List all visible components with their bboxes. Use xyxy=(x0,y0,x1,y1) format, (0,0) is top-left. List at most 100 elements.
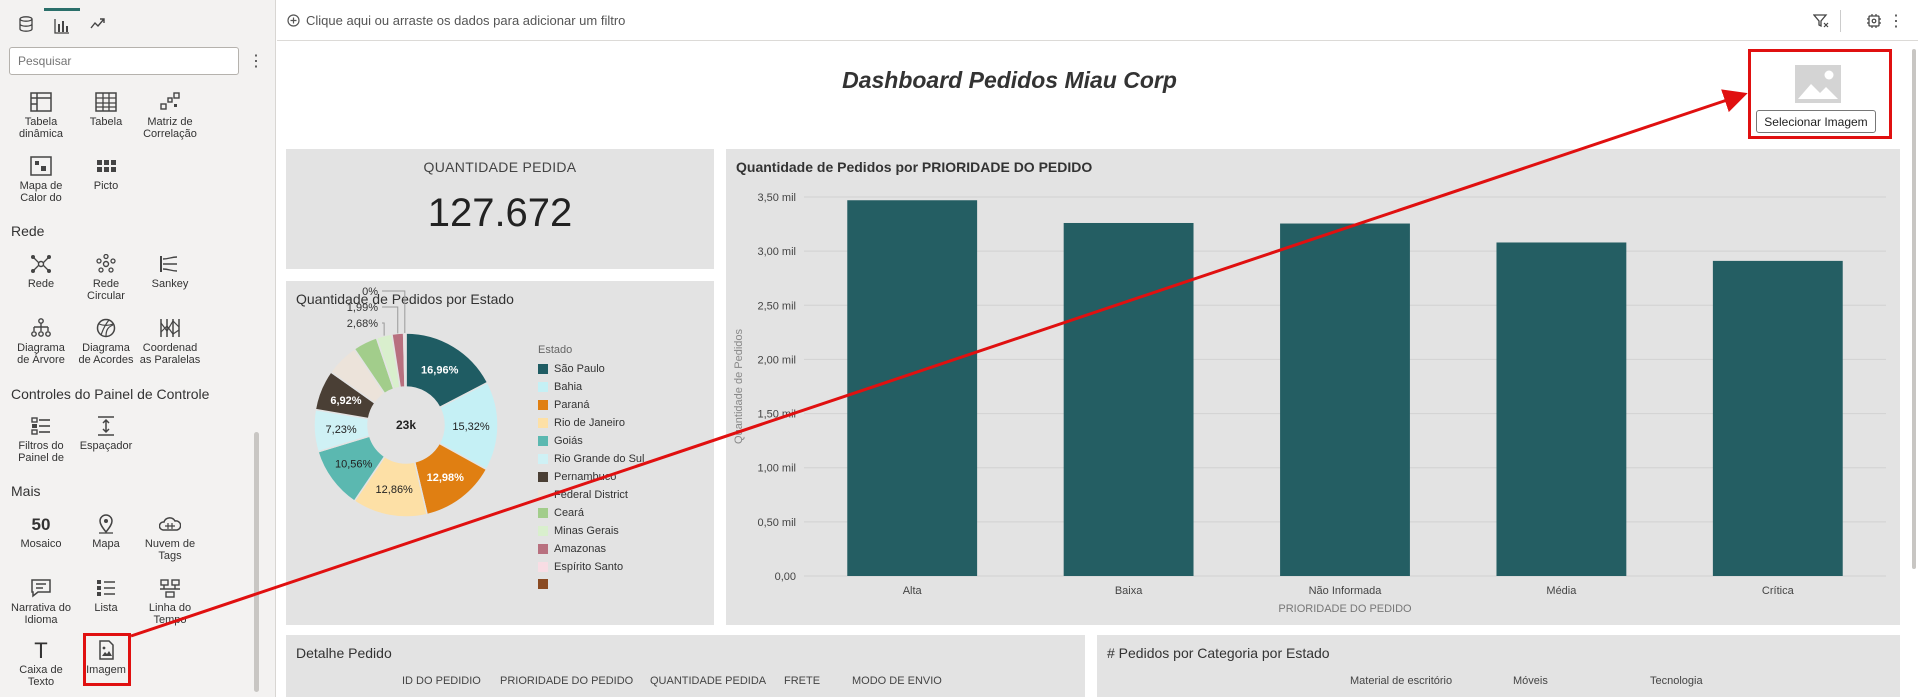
legend-swatch xyxy=(538,454,548,464)
pictogram-icon xyxy=(97,160,116,172)
legend-swatch xyxy=(538,526,548,536)
viz-item-picto[interactable]: Picto xyxy=(75,156,137,192)
x-axis-label: PRIORIDADE DO PEDIDO xyxy=(1278,603,1412,615)
correlation-matrix-icon xyxy=(160,92,180,110)
pie-chart-tile[interactable]: Quantidade de Pedidos por Estado 16,96% 1… xyxy=(286,281,714,625)
bar[interactable] xyxy=(1712,260,1843,576)
viz-item-label: Matriz de Correlação xyxy=(143,116,197,140)
legend-item[interactable]: Paraná xyxy=(538,399,589,411)
filter-bar[interactable]: Clique aqui ou arraste os dados para adi… xyxy=(277,0,1918,41)
legend-item[interactable]: São Paulo xyxy=(538,363,605,375)
analytics-tab[interactable] xyxy=(80,8,116,40)
viz-item-tile[interactable]: 50 Mosaico xyxy=(10,514,72,550)
detail-col-priority[interactable]: PRIORIDADE DO PEDIDO xyxy=(500,675,634,687)
visualizations-tab[interactable] xyxy=(44,8,80,40)
viz-item-label: Espaçador xyxy=(79,440,133,452)
database-icon xyxy=(19,16,33,32)
legend-item[interactable] xyxy=(538,579,554,589)
viz-item-text-box[interactable]: T Caixa de Texto xyxy=(10,640,72,689)
legend-item[interactable]: Espírito Santo xyxy=(538,561,623,573)
viz-item-parallel-coordinates[interactable]: Coordenad as Paralelas xyxy=(139,318,201,366)
viz-item-pivot-table[interactable]: Tabela dinâmica xyxy=(10,92,72,140)
legend-item[interactable]: Ceará xyxy=(538,507,584,519)
viz-item-dashboard-filters[interactable]: Filtros do Painel de xyxy=(10,416,72,464)
kpi-tile[interactable]: QUANTIDADE PEDIDA 127.672 xyxy=(286,149,714,269)
detail-col-ship-mode[interactable]: MODO DE ENVIO xyxy=(852,675,942,687)
viz-item-label: Tabela dinâmica xyxy=(18,116,64,140)
viz-item-label: Lista xyxy=(94,602,118,614)
detail-col-order-id[interactable]: ID DO PEDIDIO xyxy=(402,675,481,687)
more-options-icon[interactable]: ⋮ xyxy=(1888,13,1904,30)
bar[interactable] xyxy=(1063,222,1194,576)
category-col-technology[interactable]: Tecnologia xyxy=(1650,675,1703,687)
filter-options-icon[interactable] xyxy=(1812,12,1830,30)
viz-item-label: Rede Circular xyxy=(87,278,125,302)
viz-item-table[interactable]: Tabela xyxy=(75,92,137,128)
legend-swatch xyxy=(538,382,548,392)
data-tab[interactable] xyxy=(8,8,44,40)
viz-item-list[interactable]: Lista xyxy=(75,578,137,614)
visualization-panel: ⋮ Tabela dinâmica Tabela Matriz de Corre… xyxy=(0,0,276,697)
legend-item[interactable]: Goiás xyxy=(538,435,583,447)
filter-hint-text: Clique aqui ou arraste os dados para adi… xyxy=(306,13,626,28)
category-col-furniture[interactable]: Móveis xyxy=(1513,675,1548,687)
kpi-value: 127.672 xyxy=(427,191,573,235)
viz-item-heatmap[interactable]: Mapa de Calor do xyxy=(10,156,72,204)
detail-col-freight[interactable]: FRETE xyxy=(784,675,821,687)
map-pin-icon xyxy=(99,514,113,534)
bar[interactable] xyxy=(1280,223,1410,576)
bar[interactable] xyxy=(847,200,978,576)
spacer-icon xyxy=(98,416,114,436)
dashboard-title: Dashboard Pedidos Miau Corp xyxy=(842,67,1177,93)
settings-chip-icon[interactable] xyxy=(1865,12,1883,30)
y-tick-label: 0,50 mil xyxy=(757,517,796,529)
pie-slice-label: 0% xyxy=(362,286,378,298)
image-tile[interactable]: Selecionar Imagem xyxy=(1749,53,1883,136)
legend-item[interactable]: Federal District xyxy=(538,489,628,501)
canvas-scrollbar[interactable] xyxy=(1912,49,1916,569)
legend-item[interactable]: Rio Grande do Sul xyxy=(538,453,645,465)
legend-item[interactable]: Amazonas xyxy=(538,543,606,555)
viz-item-sankey[interactable]: Sankey xyxy=(139,254,201,290)
select-image-button[interactable]: Selecionar Imagem xyxy=(1756,110,1876,133)
viz-item-map[interactable]: Mapa xyxy=(75,514,137,550)
viz-item-chord-diagram[interactable]: Diagrama de Acordes xyxy=(75,318,137,366)
viz-item-label: Rede xyxy=(27,278,55,290)
viz-item-correlation-matrix[interactable]: Matriz de Correlação xyxy=(139,92,201,140)
legend-item[interactable]: Rio de Janeiro xyxy=(538,417,625,429)
viz-item-language-narrative[interactable]: Narrativa do Idioma xyxy=(10,578,72,626)
viz-item-label: Diagrama de Árvore xyxy=(17,342,65,366)
category-tile[interactable]: # Pedidos por Categoria por Estado Mater… xyxy=(1097,635,1900,697)
viz-item-tree-diagram[interactable]: Diagrama de Árvore xyxy=(10,318,72,366)
image-placeholder-icon xyxy=(1795,65,1841,103)
viz-item-spacer[interactable]: Espaçador xyxy=(75,416,137,452)
parallel-coordinates-icon xyxy=(160,319,180,337)
filter-hint[interactable]: Clique aqui ou arraste os dados para adi… xyxy=(287,13,625,28)
viz-item-circular-network[interactable]: Rede Circular xyxy=(75,254,137,302)
legend-item[interactable]: Bahia xyxy=(538,381,582,393)
panel-scrollbar[interactable] xyxy=(254,432,259,692)
panel-menu-icon[interactable]: ⋮ xyxy=(248,53,264,70)
legend-item[interactable]: Minas Gerais xyxy=(538,525,619,537)
legend-label: Pernambuco xyxy=(554,471,617,483)
category-col-office[interactable]: Material de escritório xyxy=(1350,675,1453,687)
bar-chart-icon xyxy=(54,18,69,34)
y-tick-label: 0,00 xyxy=(775,571,796,583)
legend-item[interactable]: Pernambuco xyxy=(538,471,616,483)
detail-tile[interactable]: Detalhe Pedido ID DO PEDIDIO PRIORIDADE … xyxy=(286,635,1085,697)
y-axis-label: Quantidade de Pedidos xyxy=(733,329,745,444)
viz-item-timeline[interactable]: Linha do Tempo xyxy=(139,578,201,626)
panel-tabs xyxy=(8,8,116,40)
viz-item-image[interactable]: Imagem xyxy=(75,640,137,676)
search-input[interactable] xyxy=(9,47,239,75)
pie-slice-label: 12,98% xyxy=(427,472,465,484)
toolbar-divider xyxy=(1840,10,1841,32)
bar[interactable] xyxy=(1496,242,1627,576)
viz-item-network[interactable]: Rede xyxy=(10,254,72,290)
detail-col-quantity[interactable]: QUANTIDADE PEDIDA xyxy=(650,675,767,687)
pie-leader-line xyxy=(382,322,385,336)
table-icon xyxy=(95,92,117,112)
viz-item-tag-cloud[interactable]: Nuvem de Tags xyxy=(139,514,201,562)
x-tick-label: Não Informada xyxy=(1309,585,1383,597)
bar-chart-tile[interactable]: Quantidade de Pedidos por PRIORIDADE DO … xyxy=(726,149,1900,625)
